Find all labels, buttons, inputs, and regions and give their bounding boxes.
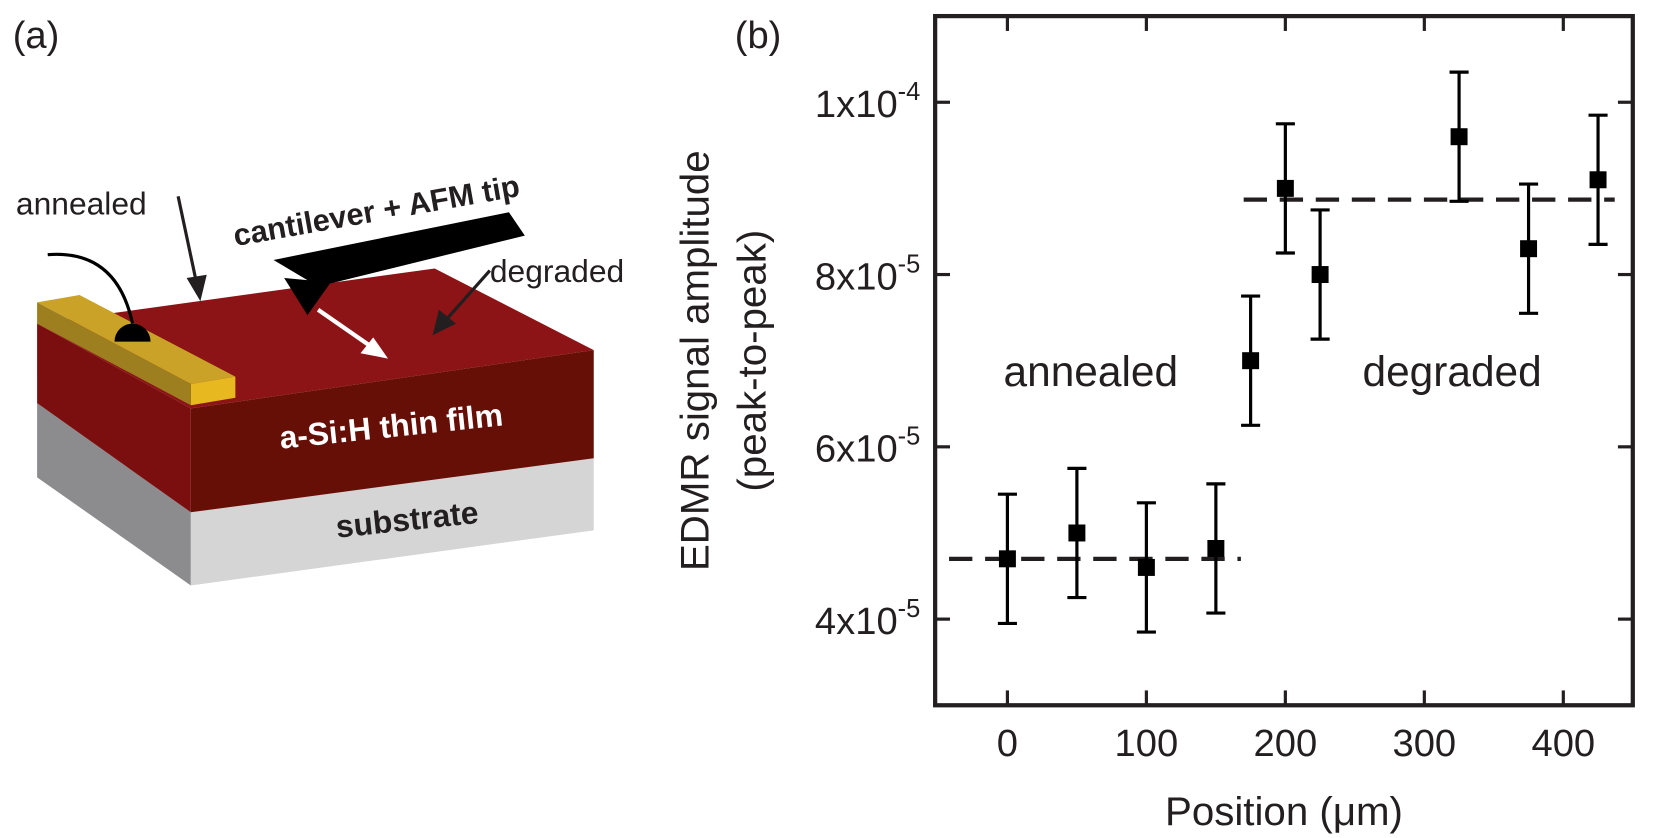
x-axis-label: Position (μm) [1165,789,1403,834]
wire [47,252,135,324]
y-tick-exponent: -5 [898,250,921,278]
annealed-label: annealed [16,185,147,221]
panel-label: (a) [13,14,60,57]
scan-arrow [316,308,375,350]
y-tick-label: 6x10-5 [815,423,920,471]
y-axis-label: EDMR signal amplitude [672,150,717,571]
x-tick-label: 200 [1254,722,1318,765]
scan-arrowhead [360,337,389,359]
point [998,550,1016,568]
substrate-front [190,458,594,586]
annotation: annealed [1004,348,1179,395]
y-axis-label: (peak-to-peak) [730,230,775,492]
x-tick-label: 0 [997,722,1018,765]
y-tick-label: 8x10-5 [815,250,920,298]
cantilever [273,212,525,287]
x-tick-label: 400 [1531,722,1595,765]
point [1520,240,1538,258]
y-tick-label: 4x10-5 [815,595,920,643]
arrowhead [186,274,207,302]
y-tick-exponent: -5 [898,423,921,451]
y-tick-label: 1x10-4 [815,78,920,126]
substrate-side [37,403,191,586]
point [1450,128,1468,146]
annotation: degraded [1363,348,1542,395]
point [1276,179,1294,197]
arrow [176,196,198,282]
film-front [190,350,594,513]
y-tick-exponent: -4 [898,78,921,106]
y-tick-base: 8x10 [815,255,898,298]
arrow [446,269,492,320]
y-tick-base: 1x10 [815,83,898,126]
arrowhead [432,309,456,336]
y-tick-base: 4x10 [815,600,898,643]
point [1589,171,1607,189]
panel-label: (b) [735,14,782,57]
wire-bond [114,323,151,342]
contact-front [190,376,236,406]
y-tick-base: 6x10 [815,428,898,471]
point [1068,524,1086,542]
x-tick-label: 300 [1392,722,1456,765]
y-tick-exponent: -5 [898,595,921,623]
contact-side [37,302,191,406]
tip [284,277,331,316]
degraded-label: degraded [490,253,624,289]
point [1207,540,1225,557]
panel-b: (b) 0 100 200 300 4004x10-56x10-58x10-51x10-… [672,14,1635,834]
point [1311,266,1329,284]
panel-a: (a) annealed cantilever + AFM tip degrad… [13,14,624,586]
film-side [37,323,191,513]
point [1242,352,1260,370]
point [1137,558,1155,576]
x-tick-label: 100 [1115,722,1179,765]
